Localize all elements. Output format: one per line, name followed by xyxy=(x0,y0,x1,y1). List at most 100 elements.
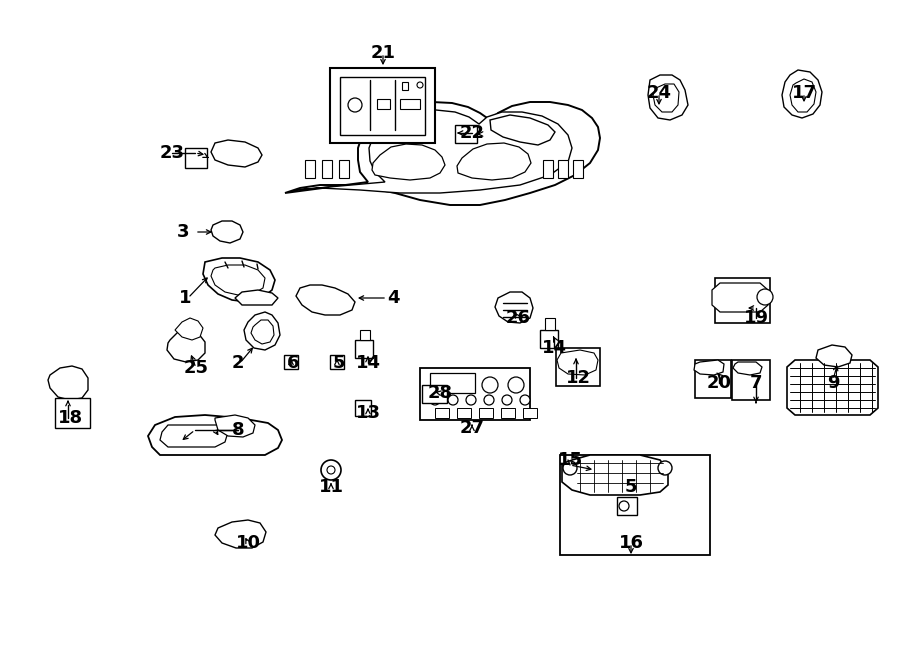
Text: 25: 25 xyxy=(184,359,209,377)
Polygon shape xyxy=(203,258,275,302)
Text: 26: 26 xyxy=(506,309,530,327)
Circle shape xyxy=(482,377,498,393)
Bar xyxy=(695,360,731,398)
Bar xyxy=(340,77,425,135)
Circle shape xyxy=(348,98,362,112)
Polygon shape xyxy=(495,292,533,323)
Polygon shape xyxy=(562,455,668,495)
Text: 17: 17 xyxy=(791,84,816,102)
Bar xyxy=(556,348,600,386)
Text: 27: 27 xyxy=(460,419,484,437)
Bar xyxy=(355,400,371,416)
Circle shape xyxy=(619,501,629,511)
Bar xyxy=(330,68,435,143)
Bar xyxy=(435,408,449,418)
Polygon shape xyxy=(653,84,679,112)
Polygon shape xyxy=(211,140,262,167)
Bar xyxy=(545,318,555,330)
Text: 13: 13 xyxy=(356,404,381,422)
Circle shape xyxy=(658,461,672,475)
Polygon shape xyxy=(235,290,278,305)
Text: 9: 9 xyxy=(827,374,839,392)
Polygon shape xyxy=(296,285,355,315)
Bar xyxy=(501,408,515,418)
Polygon shape xyxy=(490,115,555,145)
Polygon shape xyxy=(215,415,255,437)
Polygon shape xyxy=(211,221,243,243)
Bar xyxy=(732,360,770,400)
Polygon shape xyxy=(160,425,228,447)
Polygon shape xyxy=(167,330,205,362)
Bar xyxy=(355,340,373,358)
Bar xyxy=(305,160,315,178)
Bar xyxy=(430,373,475,393)
Polygon shape xyxy=(295,110,572,193)
Text: 8: 8 xyxy=(231,421,244,439)
Polygon shape xyxy=(790,79,816,112)
Text: 23: 23 xyxy=(159,144,184,162)
Circle shape xyxy=(448,395,458,405)
Bar xyxy=(617,497,637,515)
Bar xyxy=(558,160,568,178)
Bar xyxy=(322,160,332,178)
Polygon shape xyxy=(816,345,852,367)
Bar xyxy=(422,385,447,403)
Circle shape xyxy=(508,377,524,393)
Circle shape xyxy=(417,82,423,88)
Text: 5: 5 xyxy=(625,478,637,496)
Polygon shape xyxy=(251,320,274,344)
Bar xyxy=(715,278,770,323)
Text: 7: 7 xyxy=(750,374,762,392)
Circle shape xyxy=(430,395,440,405)
Bar xyxy=(420,368,530,420)
Bar xyxy=(543,160,553,178)
Circle shape xyxy=(321,460,341,480)
Circle shape xyxy=(484,395,494,405)
Polygon shape xyxy=(48,366,88,400)
Bar xyxy=(560,455,710,555)
Bar xyxy=(540,330,558,348)
Polygon shape xyxy=(215,520,266,548)
Text: 6: 6 xyxy=(287,354,299,372)
Text: 28: 28 xyxy=(428,384,453,402)
Polygon shape xyxy=(211,265,265,295)
Polygon shape xyxy=(148,415,282,455)
Bar xyxy=(55,398,90,428)
Bar xyxy=(377,99,390,109)
Bar xyxy=(523,408,537,418)
Polygon shape xyxy=(557,350,598,375)
Bar xyxy=(330,355,344,369)
Polygon shape xyxy=(782,70,822,118)
Polygon shape xyxy=(712,283,768,312)
Text: 18: 18 xyxy=(58,409,83,427)
Text: 15: 15 xyxy=(557,451,582,469)
Text: 14: 14 xyxy=(356,354,381,372)
Text: 2: 2 xyxy=(232,354,244,372)
Polygon shape xyxy=(648,75,688,120)
Bar xyxy=(457,408,471,418)
Text: 24: 24 xyxy=(646,84,671,102)
Bar xyxy=(400,99,420,109)
Bar xyxy=(360,330,370,340)
Polygon shape xyxy=(457,143,531,180)
Bar xyxy=(185,148,207,168)
Bar xyxy=(573,160,583,178)
Bar xyxy=(479,408,493,418)
Circle shape xyxy=(520,395,530,405)
Polygon shape xyxy=(175,318,203,340)
Text: 10: 10 xyxy=(236,534,260,552)
Bar xyxy=(284,355,298,369)
Polygon shape xyxy=(372,144,445,180)
Text: 12: 12 xyxy=(565,369,590,387)
Text: 5: 5 xyxy=(333,354,346,372)
Circle shape xyxy=(466,395,476,405)
Text: 11: 11 xyxy=(319,478,344,496)
Text: 20: 20 xyxy=(706,374,732,392)
Circle shape xyxy=(327,466,335,474)
Polygon shape xyxy=(733,362,762,375)
Polygon shape xyxy=(244,312,280,350)
Circle shape xyxy=(563,461,577,475)
Text: 1: 1 xyxy=(179,289,191,307)
Text: 22: 22 xyxy=(460,124,484,142)
Text: 4: 4 xyxy=(387,289,400,307)
